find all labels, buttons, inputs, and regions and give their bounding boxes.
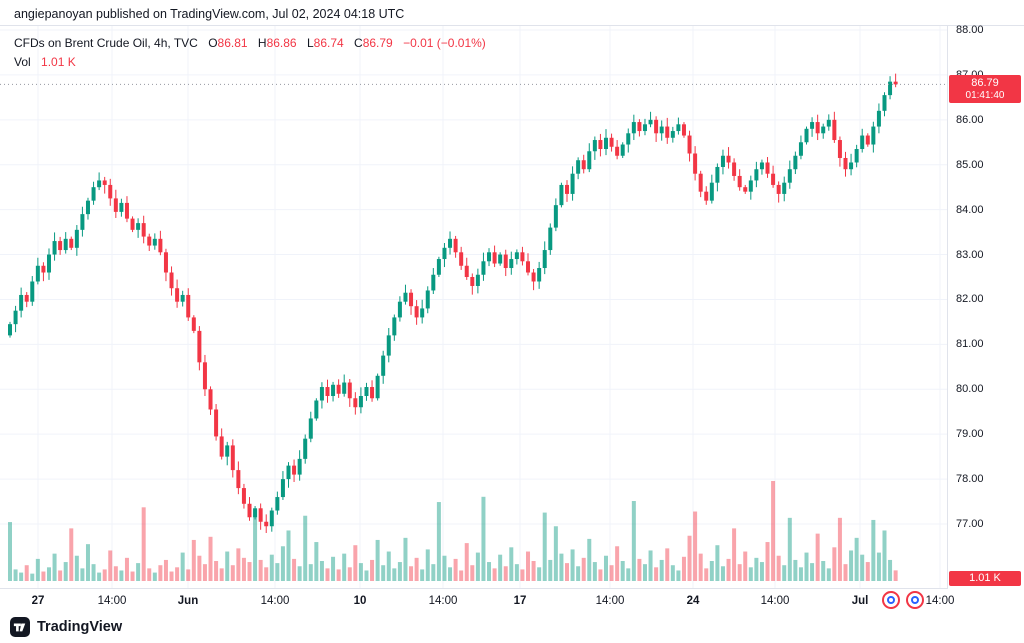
time-axis-label-major: 10 [353, 595, 367, 607]
low-label: L [306, 36, 314, 50]
time-axis-label-minor: 14:00 [428, 595, 458, 607]
price-axis-label: 86.00 [956, 113, 984, 126]
volume-label[interactable]: Vol [14, 55, 31, 69]
legend-row-volume: Vol 1.01 K [14, 53, 486, 71]
price-axis-label: 78.00 [956, 473, 984, 486]
symbol-title[interactable]: CFDs on Brent Crude Oil, 4h, TVC [14, 36, 198, 50]
close-label: C [354, 36, 363, 50]
price-axis-label: 79.00 [956, 428, 984, 441]
high-label: H [257, 36, 267, 50]
legend-row-main: CFDs on Brent Crude Oil, 4h, TVC O86.81 … [14, 34, 486, 52]
price-axis-label: 83.00 [956, 248, 984, 261]
chart-stickers [882, 591, 924, 609]
price-scale[interactable]: 86.79 01:41:40 1.01 K 88.0087.0086.0085.… [947, 24, 1024, 589]
footer-branding: TradingView [10, 617, 122, 637]
attribution-text: angiepanoyan published on TradingView.co… [14, 7, 405, 21]
time-axis-label-major: Jun [177, 595, 199, 607]
sticker-icon-right[interactable] [906, 591, 924, 609]
time-axis-label-major: 27 [31, 595, 45, 607]
brand-name[interactable]: TradingView [37, 619, 123, 635]
volume-badge: 1.01 K [949, 571, 1021, 586]
time-axis-label-major: 17 [513, 595, 527, 607]
price-axis-label: 81.00 [956, 338, 984, 351]
current-price-badge: 86.79 01:41:40 [949, 75, 1021, 104]
time-axis-label-major: Jul [851, 595, 869, 607]
price-axis-label: 77.00 [956, 517, 984, 530]
change-value: −0.01 (−0.01%) [403, 36, 486, 50]
candlestick-chart-canvas[interactable] [0, 26, 948, 589]
chart-pane[interactable]: CFDs on Brent Crude Oil, 4h, TVC O86.81 … [0, 25, 948, 609]
tradingview-logo-icon[interactable] [10, 617, 30, 637]
time-axis-label-minor: 14:00 [97, 595, 127, 607]
low-value: 86.74 [313, 36, 344, 50]
high-value: 86.86 [266, 36, 297, 50]
time-axis-label-major: 24 [686, 595, 700, 607]
time-axis-label-minor: 14:00 [760, 595, 790, 607]
time-axis-label-minor: 14:00 [925, 595, 955, 607]
close-value: 86.79 [362, 36, 393, 50]
price-axis-label: 82.00 [956, 293, 984, 306]
sticker-icon-left[interactable] [882, 591, 900, 609]
time-axis-label-minor: 14:00 [595, 595, 625, 607]
bar-countdown: 01:41:40 [965, 90, 1005, 102]
volume-value: 1.01 K [41, 55, 76, 69]
price-axis-label: 88.00 [956, 24, 984, 36]
current-price-value: 86.79 [971, 77, 999, 90]
price-axis-label: 85.00 [956, 158, 984, 171]
tradingview-logo-glyph [13, 623, 26, 632]
open-label: O [208, 36, 218, 50]
price-axis-label: 80.00 [956, 383, 984, 396]
time-scale[interactable]: 27 14:00 Jun 14:00 10 14:00 17 14:00 24 14:00 Jul 1… [0, 588, 1024, 616]
symbol-legend: CFDs on Brent Crude Oil, 4h, TVC O86.81 … [14, 34, 486, 71]
open-value: 86.81 [217, 36, 248, 50]
time-axis-label-minor: 14:00 [260, 595, 290, 607]
price-axis-label: 84.00 [956, 203, 984, 216]
